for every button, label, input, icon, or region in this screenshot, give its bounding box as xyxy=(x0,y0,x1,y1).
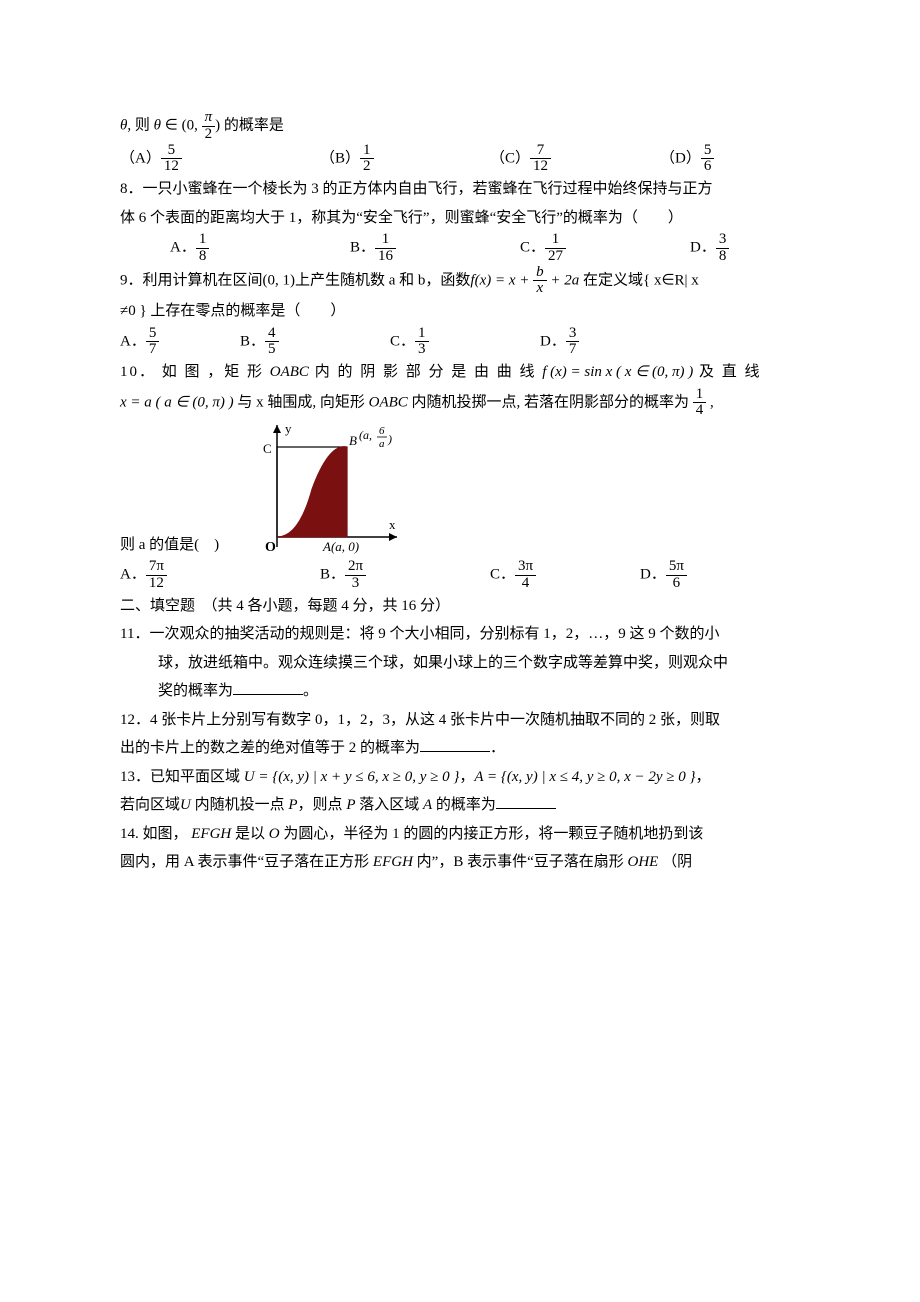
fig-lbl-O: O xyxy=(265,540,276,555)
q12-l1: 12．4 张卡片上分别写有数字 0，1，2，3，从这 4 张卡片中一次随机抽取不… xyxy=(120,706,810,735)
q8-l1: 8．一只小蜜蜂在一个棱长为 3 的正方体内自由飞行，若蜜蜂在飞行过程中始终保持与… xyxy=(120,175,810,204)
q13-l2: 若向区域U 内随机投一点 P，则点 P 落入区域 A 的概率为 xyxy=(120,791,810,820)
q10-options: A．7π12 B．2π3 C．3π4 D．5π6 xyxy=(120,559,810,592)
fig-lbl-y: y xyxy=(285,421,292,436)
q13-blank[interactable] xyxy=(496,793,556,809)
fig-lbl-Bc-d: a xyxy=(379,438,385,450)
q10-prob-frac: 14 xyxy=(693,387,707,420)
q12-blank[interactable] xyxy=(420,736,490,752)
q7-optA[interactable]: （A）512 xyxy=(120,143,320,176)
q8-optC[interactable]: C．127 xyxy=(520,232,690,265)
q9-fx: f(x) = x + xyxy=(470,272,533,288)
q14-l1: 14. 如图， EFGH 是以 O 为圆心，半径为 1 的圆的内接正方形，将一颗… xyxy=(120,820,810,849)
q13-l1: 13．已知平面区域 U = {(x, y) | x + y ≤ 6, x ≥ 0… xyxy=(120,763,810,792)
q9-frac: bx xyxy=(533,265,547,298)
q10-l3: 则 a 的值是( ) xyxy=(120,531,219,560)
q10-optC[interactable]: C．3π4 xyxy=(490,559,640,592)
q11-l3: 奖的概率为。 xyxy=(120,677,810,706)
q7-stem: θ, 则 θ ∈ (0, π2) 的概率是 xyxy=(120,110,810,143)
section2-title: 二、填空题 （共 4 各小题，每题 4 分，共 16 分） xyxy=(120,592,810,621)
q7-optB[interactable]: （B）12 xyxy=(320,143,490,176)
q8-optA[interactable]: A．18 xyxy=(120,232,350,265)
q11-l1: 11．一次观众的抽奖活动的规则是：将 9 个大小相同，分别标有 1，2，…，9 … xyxy=(120,620,810,649)
q10-optD[interactable]: D．5π6 xyxy=(640,559,760,592)
q8-optD[interactable]: D．38 xyxy=(690,232,810,265)
q9-optC[interactable]: C．13 xyxy=(390,326,540,359)
fig-lbl-Bc-n: 6 xyxy=(379,425,385,437)
q8-options: A．18 B．116 C．127 D．38 xyxy=(120,232,810,265)
fig-lbl-B: B xyxy=(349,433,357,448)
fig-lbl-C: C xyxy=(263,441,272,456)
q10-l1: 10． 如 图 ，矩 形 OABC 内 的 阴 影 部 分 是 由 曲 线 f … xyxy=(120,358,810,387)
q11-blank[interactable] xyxy=(233,679,303,695)
q12-l2: 出的卡片上的数之差的绝对值等于 2 的概率为． xyxy=(120,734,810,763)
q7-options: （A）512 （B）12 （C）712 （D）56 xyxy=(120,143,810,176)
q7-stem-suf: ) 的概率是 xyxy=(215,118,284,134)
q10-figure: C O B (a, 6 a ) A(a, 0) x y xyxy=(249,419,409,559)
fig-lbl-Bc2: ) xyxy=(387,432,392,446)
q9-options: A．57 B．45 C．13 D．37 xyxy=(120,326,810,359)
q9-l1: 9．利用计算机在区间(0, 1)上产生随机数 a 和 b，函数f(x) = x … xyxy=(120,265,810,298)
q7-optC[interactable]: （C）712 xyxy=(490,143,660,176)
q9-optB[interactable]: B．45 xyxy=(240,326,390,359)
q7-optD[interactable]: （D）56 xyxy=(660,143,800,176)
fig-lbl-Bc1: (a, xyxy=(359,428,372,442)
fig-lbl-A: A(a, 0) xyxy=(322,539,359,554)
q10-optB[interactable]: B．2π3 xyxy=(320,559,490,592)
q11-l2: 球，放进纸箱中。观众连续摸三个球，如果小球上的三个数字成等差算中奖，则观众中 xyxy=(120,649,810,678)
q10-l2: x = a ( a ∈ (0, π) ) 与 x 轴围成, 向矩形 OABC 内… xyxy=(120,387,810,420)
q14-l2: 圆内，用 A 表示事件“豆子落在正方形 EFGH 内”，B 表示事件“豆子落在扇… xyxy=(120,848,810,877)
q9-l2: ≠0 } 上存在零点的概率是（ ） xyxy=(120,297,810,326)
fig-lbl-x: x xyxy=(389,517,396,532)
q7-stem-pre: , 则 θ ∈ (0, xyxy=(127,118,201,134)
q8-l2: 体 6 个表面的距离均大于 1，称其为“安全飞行”，则蜜蜂“安全飞行”的概率为（… xyxy=(120,204,810,233)
q10-optA[interactable]: A．7π12 xyxy=(120,559,320,592)
q9-optD[interactable]: D．37 xyxy=(540,326,660,359)
q9-optA[interactable]: A．57 xyxy=(120,326,240,359)
q10-fig-row: 则 a 的值是( ) C O B (a, 6 a ) A(a, 0) x y xyxy=(120,419,810,559)
q7-frac: π2 xyxy=(202,110,216,143)
q8-optB[interactable]: B．116 xyxy=(350,232,520,265)
